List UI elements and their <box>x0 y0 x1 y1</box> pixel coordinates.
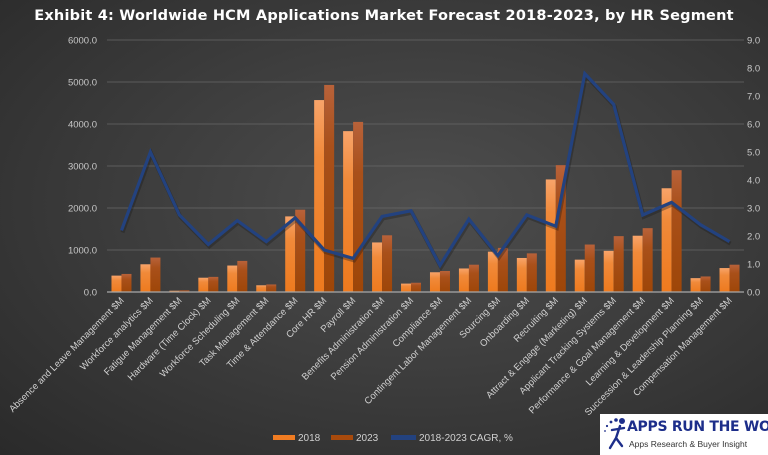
bar-2023 <box>411 282 422 292</box>
bar-2023 <box>208 276 219 292</box>
x-axis-category-label: Compliance $M <box>391 295 446 350</box>
bar-2023 <box>584 244 595 292</box>
cagr-line <box>119 70 731 269</box>
bar-2023 <box>555 165 566 292</box>
bar-2023 <box>671 170 682 292</box>
bar-2018 <box>140 264 151 292</box>
runner-figure-icon <box>604 418 626 450</box>
bar-2023 <box>613 236 624 292</box>
y-axis-left-tick-label: 5000.0 <box>68 78 97 89</box>
bar-2018 <box>256 285 267 292</box>
bar-2023 <box>642 228 653 292</box>
x-axis-category-label: Absence and Leave Management $M <box>7 295 126 414</box>
bar-2018 <box>343 131 354 292</box>
bar-2018 <box>487 251 498 292</box>
bar-2018 <box>574 259 585 292</box>
bar-2023 <box>237 260 248 292</box>
logo-name: APPS RUN THE WORLD <box>627 419 768 435</box>
apps-run-the-world-logo: APPS RUN THE WORLD Apps Research & Buyer… <box>600 414 768 455</box>
bar-2023 <box>439 271 450 292</box>
legend-label: 2018 <box>298 433 321 444</box>
bar-2023 <box>353 121 364 293</box>
legend-swatch-1 <box>331 435 353 440</box>
bar-2018 <box>661 188 672 292</box>
bar-2018 <box>285 216 296 292</box>
legend-swatch-0 <box>273 435 295 440</box>
y-axis-right-tick-label: 1.0 <box>747 260 760 271</box>
bar-2018 <box>429 272 440 292</box>
y-axis-right-tick-label: 5.0 <box>747 148 760 159</box>
bar-2023 <box>324 84 335 292</box>
y-axis-left-tick-label: 1000.0 <box>68 246 97 257</box>
y-axis-left-tick-label: 6000.0 <box>68 36 97 47</box>
y-axis-right-tick-label: 0.0 <box>747 288 760 299</box>
y-axis-left-tick-label: 2000.0 <box>68 204 97 215</box>
bar-2023 <box>121 273 132 292</box>
bar-2023 <box>526 253 537 292</box>
bar-2018 <box>545 179 556 292</box>
y-axis-right-tick-label: 6.0 <box>747 120 760 131</box>
y-axis-right-tick-label: 2.0 <box>747 232 760 243</box>
y-axis-right-tick-label: 9.0 <box>747 36 760 47</box>
logo-tagline: Apps Research & Buyer Insight <box>629 439 748 449</box>
bar-2018 <box>458 268 469 292</box>
bar-2018 <box>372 242 383 292</box>
bar-2023 <box>729 264 740 292</box>
bar-2018 <box>227 265 238 292</box>
bar-2018 <box>516 257 527 292</box>
y-axis-left-tick-label: 0.0 <box>84 288 97 299</box>
bar-2018 <box>401 283 412 292</box>
bar-2023 <box>468 264 479 292</box>
bar-2018 <box>198 277 209 292</box>
bar-2018 <box>719 268 730 292</box>
legend-label: 2018-2023 CAGR, % <box>419 433 513 444</box>
y-axis-left-tick-label: 3000.0 <box>68 162 97 173</box>
bar-2023 <box>266 284 277 292</box>
y-axis-right-tick-label: 4.0 <box>747 176 760 187</box>
x-axis-category-label: Contingent Labor Management $M <box>362 295 474 407</box>
bar-2018 <box>111 275 122 292</box>
bar-2018 <box>603 250 614 292</box>
bar-2018 <box>314 100 325 292</box>
y-axis-left-tick-label: 4000.0 <box>68 120 97 131</box>
bar-2023 <box>382 235 393 292</box>
chart-title: Exhibit 4: Worldwide HCM Applications Ma… <box>34 8 734 24</box>
bar-2023 <box>179 290 190 292</box>
y-axis-right-tick-label: 8.0 <box>747 64 760 75</box>
bar-2023 <box>497 247 508 292</box>
bar-2023 <box>150 257 161 292</box>
bar-2023 <box>700 276 711 292</box>
y-axis-right-tick-label: 3.0 <box>747 204 760 215</box>
legend-label: 2023 <box>356 433 379 444</box>
bar-2023 <box>295 209 306 292</box>
bar-2018 <box>690 278 701 292</box>
bar-2018 <box>632 235 643 292</box>
y-axis-right-tick-label: 7.0 <box>747 92 760 103</box>
legend-swatch-2 <box>391 435 416 440</box>
